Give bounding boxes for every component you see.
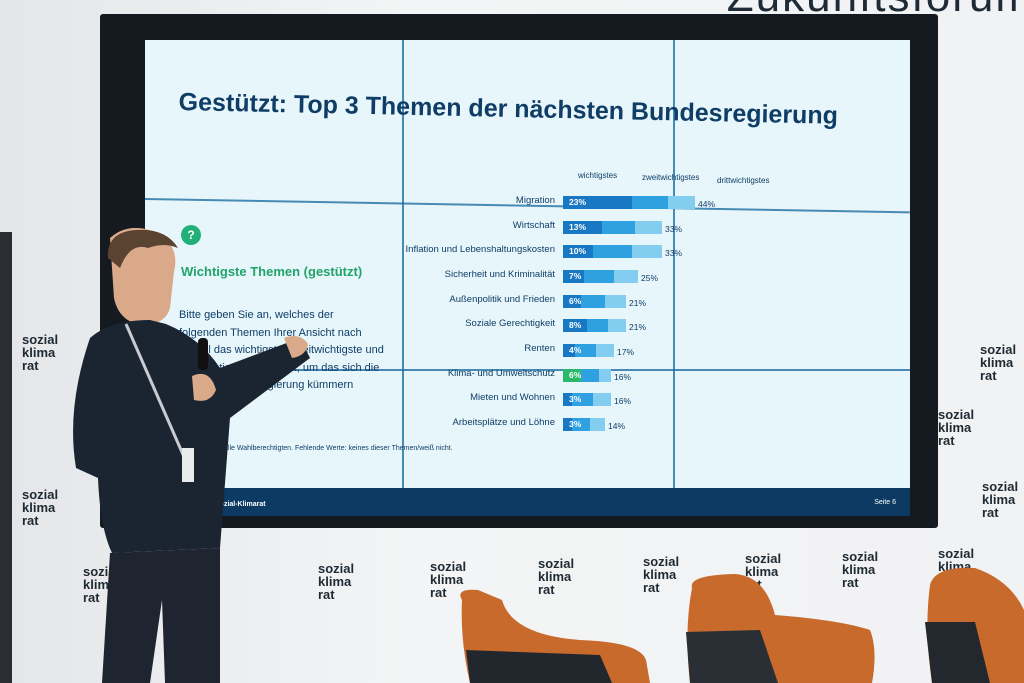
- bar-segment: [608, 319, 626, 333]
- total-value-label: 33%: [665, 248, 683, 259]
- bar-segment: [563, 319, 587, 333]
- first-value-label: 6%: [569, 295, 582, 306]
- wall-logo: sozial klima rat: [745, 551, 782, 592]
- bar-segment: [614, 269, 638, 283]
- presentation-slide: Gestützt: Top 3 Themen der nächsten Bund…: [145, 40, 910, 516]
- bar-segment: [584, 269, 614, 283]
- bar-segment: [635, 220, 662, 234]
- first-value-label: 8%: [569, 320, 582, 331]
- wall-logo: sozial klima rat: [938, 546, 975, 587]
- first-value-label: 3%: [569, 418, 582, 429]
- wall-logo: sozial klima rat: [538, 556, 575, 597]
- stage-pillar: [0, 232, 12, 683]
- slide-footer: Sozial-Klimarat Seite 6: [145, 488, 910, 516]
- bar-segment: [563, 368, 581, 382]
- bar-segment: [590, 417, 605, 431]
- bar-segment: [632, 245, 662, 259]
- question-icon: ?: [181, 225, 201, 245]
- total-value-label: 21%: [629, 297, 647, 308]
- bar-segment: [596, 343, 614, 357]
- bar-segment: [632, 196, 668, 209]
- first-value-label: 4%: [569, 344, 582, 355]
- wall-logo: sozial klima rat: [643, 554, 680, 595]
- wall-logo: sozial klima rat: [938, 407, 975, 448]
- bar-segment: [605, 294, 626, 308]
- bar-segment: [599, 368, 611, 382]
- bar-segment: [587, 319, 608, 333]
- speaker-person: [73, 228, 310, 683]
- bar-chart: Migration 23% 44% Wirtschaft 13% 33% Inflation…: [145, 40, 910, 516]
- bar-segment: [563, 196, 632, 209]
- total-value-label: 44%: [698, 199, 716, 209]
- total-value-label: 21%: [629, 322, 647, 333]
- wall-logo: sozial klima rat: [982, 479, 1019, 520]
- wall-logo: sozial klima rat: [22, 332, 59, 373]
- slide-footnote: Basis: alle Wahlberechtigten. Fehlende W…: [203, 445, 453, 452]
- wall-logo: sozial klima rat: [318, 561, 355, 602]
- total-value-label: 16%: [614, 371, 632, 382]
- column-header: zweitwichtigstes: [642, 173, 700, 182]
- first-value-label: 7%: [569, 270, 582, 281]
- grid-line: [145, 369, 910, 371]
- category-label: Inflation und Lebenshaltungskosten: [405, 244, 555, 256]
- wall-logo: sozial klima rat: [22, 487, 59, 528]
- total-value-label: 16%: [614, 396, 632, 407]
- first-value-label: 13%: [569, 221, 587, 232]
- grid-line: [673, 40, 675, 516]
- category-label: Arbeitsplätze und Löhne: [452, 416, 555, 428]
- bar-segment: [572, 393, 593, 407]
- first-value-label: 3%: [569, 394, 582, 405]
- total-value-label: 25%: [641, 272, 659, 283]
- first-value-label: 10%: [569, 246, 587, 257]
- bar-segment: [563, 269, 584, 283]
- first-value-label: 23%: [569, 197, 587, 207]
- category-label: Klima- und Umweltschutz: [447, 367, 555, 379]
- bar-segment: [581, 294, 605, 308]
- first-value-label: 6%: [569, 369, 582, 380]
- bar-segment: [602, 220, 635, 234]
- total-value-label: 33%: [665, 223, 683, 234]
- bar-segment: [668, 196, 695, 209]
- slide-subheading: Wichtigste Themen (gestützt): [181, 264, 363, 279]
- bar-segment: [563, 245, 593, 259]
- grid-line: [402, 40, 404, 516]
- total-value-label: 14%: [608, 420, 626, 431]
- category-label: Migration: [515, 195, 555, 206]
- bar-segment: [575, 343, 596, 357]
- wall-logo: sozial klima rat: [430, 559, 467, 600]
- category-label: Renten: [524, 342, 555, 354]
- bar-segment: [563, 220, 602, 234]
- column-header: drittwichtigstes: [717, 176, 770, 185]
- total-value-label: 17%: [617, 346, 635, 357]
- bar-segment: [572, 417, 590, 431]
- bar-segment: [563, 343, 575, 357]
- wall-logo: sozial klima rat: [842, 549, 879, 590]
- footer-brand: Sozial-Klimarat: [215, 501, 266, 508]
- category-label: Außenpolitik und Frieden: [449, 293, 555, 305]
- category-label: Mieten und Wohnen: [470, 392, 555, 404]
- category-label: Soziale Gerechtigkeit: [465, 318, 555, 330]
- bar-segment: [593, 245, 632, 259]
- bar-segment: [593, 393, 611, 407]
- category-label: Sicherheit und Kriminalität: [444, 268, 555, 280]
- column-header: wichtigstes: [578, 171, 618, 180]
- page-number: Seite 6: [874, 499, 896, 506]
- category-label: Wirtschaft: [512, 219, 555, 231]
- bar-segment: [563, 294, 581, 308]
- bar-segment: [581, 368, 599, 382]
- bar-segment: [563, 393, 572, 407]
- wall-logo: sozial klima rat: [980, 342, 1017, 383]
- bar-segment: [563, 417, 572, 431]
